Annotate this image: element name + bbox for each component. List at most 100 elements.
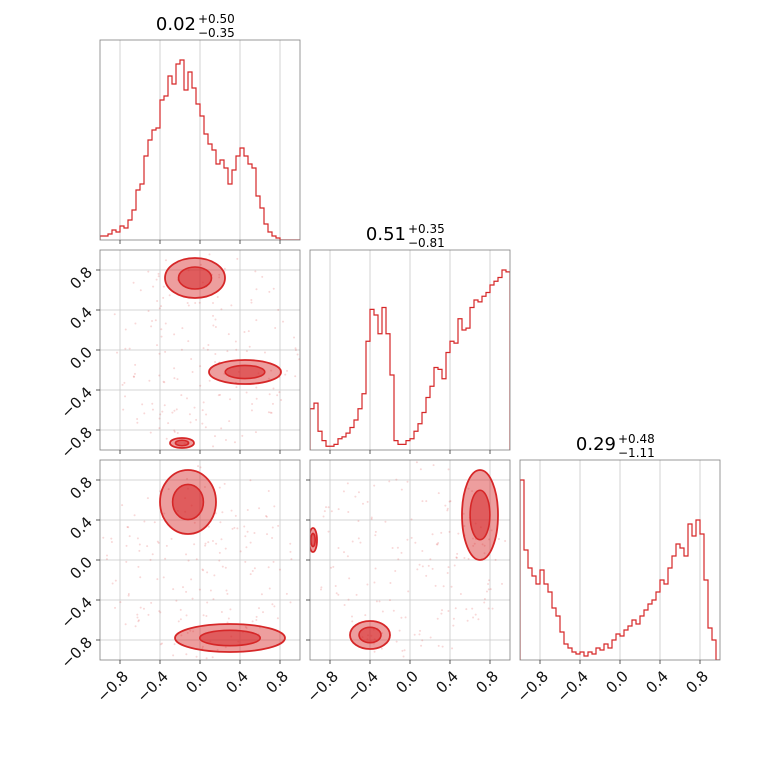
histogram-0 (100, 59, 300, 240)
sample-point (335, 592, 338, 595)
sample-point (241, 434, 244, 437)
sample-point (190, 358, 193, 361)
sample-point (477, 618, 480, 621)
sample-point (289, 542, 292, 545)
sample-point (228, 420, 231, 423)
x-tick-label: 0.8 (472, 667, 502, 697)
sample-point (265, 515, 268, 518)
sample-point (257, 607, 260, 610)
sample-point (267, 490, 270, 493)
sample-point (501, 582, 504, 585)
sample-point (173, 430, 176, 433)
y-tick-label: 0.0 (66, 553, 96, 583)
sample-point (421, 565, 424, 568)
sample-point (432, 464, 435, 467)
sample-point (421, 500, 424, 503)
sample-point (231, 527, 234, 530)
sample-point (185, 590, 188, 593)
sample-point (199, 466, 202, 469)
sample-point (204, 544, 207, 547)
sample-point (272, 560, 275, 563)
sample-point (272, 387, 275, 390)
sample-point (410, 518, 413, 521)
sample-point (373, 650, 376, 653)
sample-point (448, 530, 451, 533)
sample-point (453, 564, 456, 567)
sample-point (201, 409, 204, 412)
sample-point (466, 619, 469, 622)
panel-2-2: −0.8 −0.4 0.0 0.4 0.8 0.29 +0.48−1.11 (514, 432, 721, 706)
sample-point (284, 373, 287, 376)
sample-point (504, 540, 507, 543)
sample-point (211, 656, 214, 659)
sample-point (400, 616, 403, 619)
sample-point (373, 484, 376, 487)
sample-point (195, 655, 198, 658)
sample-point (463, 524, 466, 527)
sample-point (164, 557, 167, 560)
sample-point (214, 435, 217, 438)
sample-point (255, 397, 258, 400)
contour-inner (171, 483, 205, 521)
sample-point (247, 330, 250, 333)
sample-point (125, 560, 128, 563)
sample-point (162, 296, 165, 299)
sample-point (226, 621, 229, 624)
sample-point (153, 521, 156, 524)
sample-point (457, 532, 460, 535)
sample-point (138, 543, 141, 546)
sample-point (134, 322, 137, 325)
sample-point (435, 543, 438, 546)
sample-point (446, 507, 449, 510)
sample-point (323, 510, 326, 513)
sample-point (207, 344, 210, 347)
sample-point (248, 345, 251, 348)
y-tick-label: −0.8 (58, 423, 96, 461)
sample-point (389, 581, 392, 584)
sample-point (133, 375, 136, 378)
sample-point (296, 353, 299, 356)
sample-point (250, 301, 253, 304)
sample-point (444, 504, 447, 507)
sample-point (267, 566, 270, 569)
sample-point (449, 500, 452, 503)
sample-point (374, 567, 377, 570)
sample-point (215, 542, 218, 545)
sample-point (113, 313, 116, 316)
sample-point (193, 543, 196, 546)
sample-point (165, 544, 168, 547)
x-tick-label: −0.8 (94, 667, 132, 705)
sample-point (437, 492, 440, 495)
sample-point (330, 510, 333, 513)
x-tick-label: 0.0 (182, 667, 212, 697)
sample-point (163, 404, 166, 407)
sample-point (452, 624, 455, 627)
sample-point (206, 571, 209, 574)
sample-point (325, 506, 328, 509)
histogram-1 (310, 269, 510, 450)
sample-point (473, 542, 476, 545)
sample-point (206, 348, 209, 351)
sample-point (188, 413, 191, 416)
sample-point (187, 304, 190, 307)
sample-point (173, 377, 176, 380)
sample-point (156, 300, 159, 303)
sample-point (198, 301, 201, 304)
sample-point (286, 369, 289, 372)
sample-point (212, 324, 215, 327)
sample-point (212, 445, 215, 448)
sample-point (185, 614, 188, 617)
sample-point (160, 335, 163, 338)
sample-point (418, 563, 421, 566)
sample-point (173, 367, 176, 370)
sample-point (489, 588, 492, 591)
sample-point (194, 302, 197, 305)
sample-point (366, 583, 369, 586)
sample-point (465, 608, 468, 611)
sample-point (255, 619, 258, 622)
sample-point (136, 537, 139, 540)
sample-point (431, 567, 434, 570)
sample-point (223, 482, 226, 485)
sample-point (472, 544, 475, 547)
sample-point (388, 480, 391, 483)
